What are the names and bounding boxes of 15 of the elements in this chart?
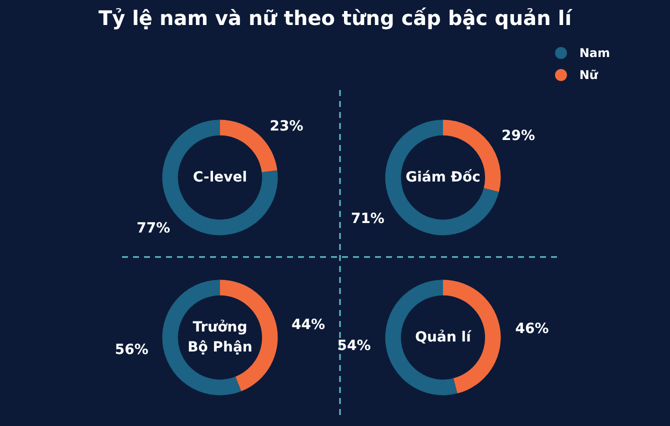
text: Trưởng Bộ Phận <box>188 320 252 356</box>
data-label: 71% <box>350 211 384 228</box>
text: Giám Đốc <box>406 168 480 186</box>
text: Quản lí <box>415 330 472 346</box>
data-label: 56% <box>114 342 148 358</box>
data-label: 44% <box>292 316 326 333</box>
text: C-level <box>192 170 248 186</box>
legend-label: Nữ <box>579 68 598 82</box>
text: Tỷ lệ nam và nữ theo từng cấp bậc quản lí <box>97 6 574 30</box>
data-label: 54% <box>337 338 371 354</box>
data-label: 77% <box>136 220 170 236</box>
data-label: 46% <box>515 321 549 338</box>
data-label: 29% <box>502 128 536 144</box>
data-label: 23% <box>270 118 304 135</box>
legend-label: Nam <box>579 46 610 60</box>
